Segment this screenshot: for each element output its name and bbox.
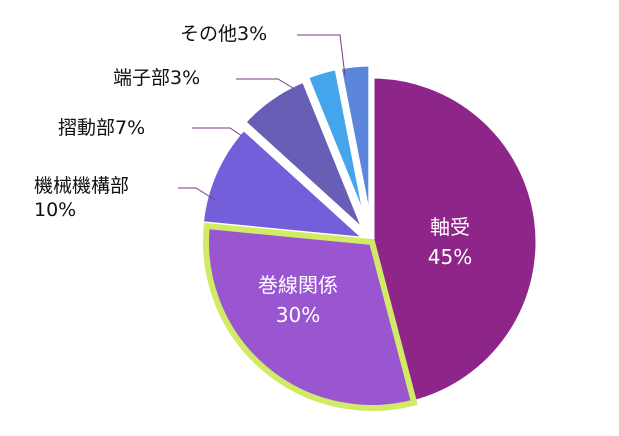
leader-line-sonota bbox=[297, 34, 346, 77]
slice-label-shudo: 摺動部7% bbox=[58, 116, 145, 140]
leader-line-shudo bbox=[192, 127, 243, 137]
leader-line-kikai bbox=[178, 187, 216, 201]
slice-value: 7% bbox=[115, 117, 146, 139]
slice-name: 機械機構部 bbox=[34, 175, 130, 197]
slice-name: その他 bbox=[180, 23, 238, 45]
pie-slice-5 bbox=[336, 61, 374, 231]
slice-value: 45% bbox=[427, 245, 473, 269]
slice-label-kikai: 機械機構部 10% bbox=[34, 174, 129, 222]
slice-value: 30% bbox=[275, 303, 321, 327]
slice-name: 端子部 bbox=[113, 67, 171, 89]
pie-slice-2 bbox=[198, 124, 374, 243]
slice-value: 10% bbox=[34, 199, 77, 221]
leader-line-tanshi bbox=[236, 78, 294, 89]
slice-name: 軸受 bbox=[430, 215, 470, 239]
slice-value: 3% bbox=[170, 67, 201, 89]
pie-slice-0 bbox=[369, 73, 541, 406]
slice-label-tanshi: 端子部3% bbox=[113, 66, 200, 90]
slice-label-makisen: 巻線関係 30% bbox=[238, 270, 358, 330]
slice-name: 摺動部 bbox=[58, 117, 116, 139]
pie-slice-1 bbox=[203, 222, 418, 411]
slice-label-sonota: その他3% bbox=[180, 22, 267, 46]
pie-slice-3 bbox=[239, 76, 369, 236]
slice-name: 巻線関係 bbox=[258, 273, 338, 297]
slice-value: 3% bbox=[237, 23, 268, 45]
slice-label-jikuuke: 軸受 45% bbox=[405, 212, 495, 272]
